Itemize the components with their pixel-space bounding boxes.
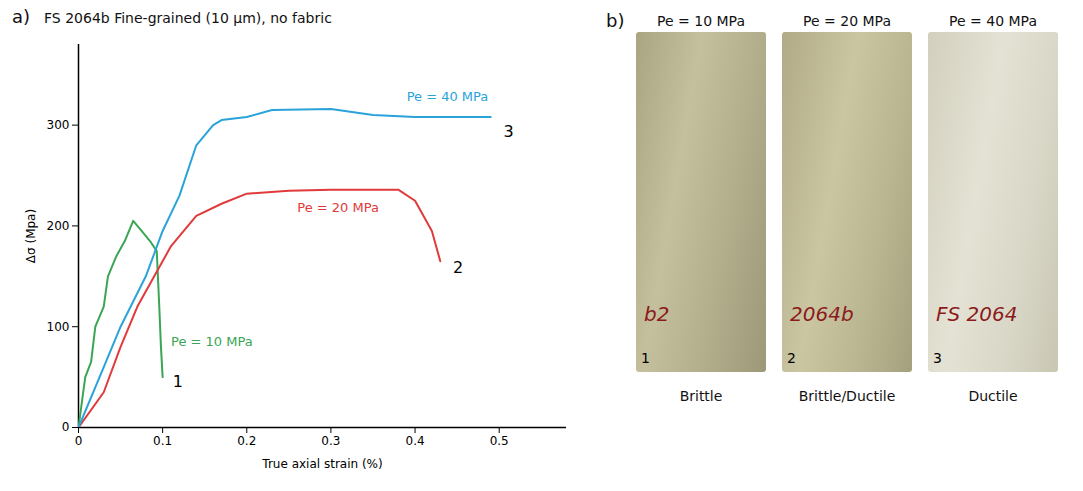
- svg-text:0.5: 0.5: [490, 434, 509, 448]
- svg-text:0.4: 0.4: [406, 434, 425, 448]
- svg-text:3: 3: [503, 122, 513, 141]
- svg-text:True axial strain (%): True axial strain (%): [261, 457, 382, 471]
- html-text:2064b: 2064b: [790, 302, 854, 326]
- svg-text:Pe = 10 MPa: Pe = 10 MPa: [171, 334, 253, 349]
- html-text:a): a): [12, 6, 31, 27]
- svg-text:0.1: 0.1: [153, 434, 172, 448]
- html-text:2: 2: [787, 350, 796, 366]
- html-text:Pe = 20 MPa: Pe = 20 MPa: [803, 13, 891, 29]
- html-text:FS 2064b Fine-grained (10 μm),: FS 2064b Fine-grained (10 μm), no fabric: [44, 10, 332, 26]
- svg-text:2: 2: [453, 258, 463, 277]
- svg-text:0: 0: [75, 434, 83, 448]
- svg-text:300: 300: [47, 118, 70, 132]
- svg-text:1: 1: [173, 372, 183, 391]
- svg-text:Pe = 20 MPa: Pe = 20 MPa: [297, 200, 379, 215]
- svg-text:100: 100: [47, 320, 70, 334]
- html-text:3: 3: [933, 350, 942, 366]
- html-text:Ductile: Ductile: [968, 388, 1018, 404]
- svg-text:0: 0: [62, 420, 70, 434]
- svg-text:0.2: 0.2: [237, 434, 256, 448]
- svg-text:Δσ (Mpa): Δσ (Mpa): [24, 209, 38, 263]
- svg-text:Pe = 40 MPa: Pe = 40 MPa: [407, 89, 489, 104]
- html-text:b2: b2: [644, 302, 670, 326]
- svg-text:200: 200: [47, 219, 70, 233]
- svg-text:0.3: 0.3: [321, 434, 340, 448]
- html-text:b): b): [606, 10, 625, 31]
- html-text:Brittle/Ductile: Brittle/Ductile: [798, 388, 896, 404]
- html-text:1: 1: [641, 350, 650, 366]
- html-text:Pe = 40 MPa: Pe = 40 MPa: [949, 13, 1037, 29]
- html-text:Brittle: Brittle: [679, 388, 723, 404]
- html-text:Pe = 10 MPa: Pe = 10 MPa: [657, 13, 745, 29]
- html-text:FS 2064: FS 2064: [936, 302, 1018, 326]
